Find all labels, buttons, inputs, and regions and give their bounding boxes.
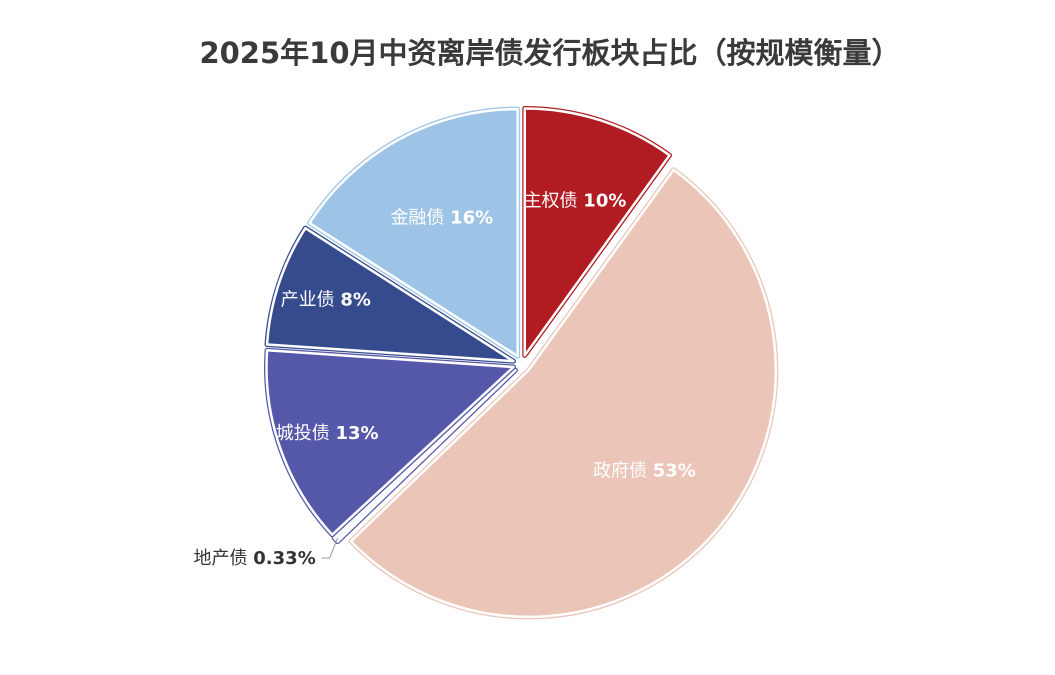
slice-name: 产业债	[281, 289, 341, 310]
data-label: 地产债 0.33%	[194, 548, 316, 569]
slice-name: 地产债	[194, 548, 254, 569]
leader-line	[321, 537, 339, 559]
slice-percent: 53%	[653, 460, 696, 481]
pie-slice-border-2	[332, 368, 517, 543]
pie-slice-border-3	[265, 349, 515, 536]
data-label: 城投债 13%	[276, 423, 379, 444]
chart-title: 2025年10月中资离岸债发行板块占比（按规模衡量）	[199, 36, 901, 70]
slice-percent: 8%	[340, 289, 371, 310]
data-label: 主权债 10%	[524, 190, 627, 211]
slice-name: 金融债	[390, 207, 450, 228]
slice-percent: 16%	[450, 207, 493, 228]
data-label: 产业债 8%	[281, 289, 371, 310]
slice-percent: 13%	[335, 423, 378, 444]
pie-slice-border-4	[265, 226, 515, 363]
slice-percent: 10%	[583, 190, 626, 211]
slice-name: 主权债	[524, 190, 584, 211]
pie-slice-border-5	[308, 107, 519, 358]
slice-name: 政府债	[593, 460, 653, 481]
slice-name: 城投债	[276, 423, 336, 444]
data-label: 政府债 53%	[593, 460, 696, 481]
pie-slice-border-0	[523, 107, 671, 357]
data-label: 金融债 16%	[390, 207, 493, 228]
pie-slice-border-1	[349, 168, 778, 619]
slice-percent: 0.33%	[253, 548, 315, 569]
